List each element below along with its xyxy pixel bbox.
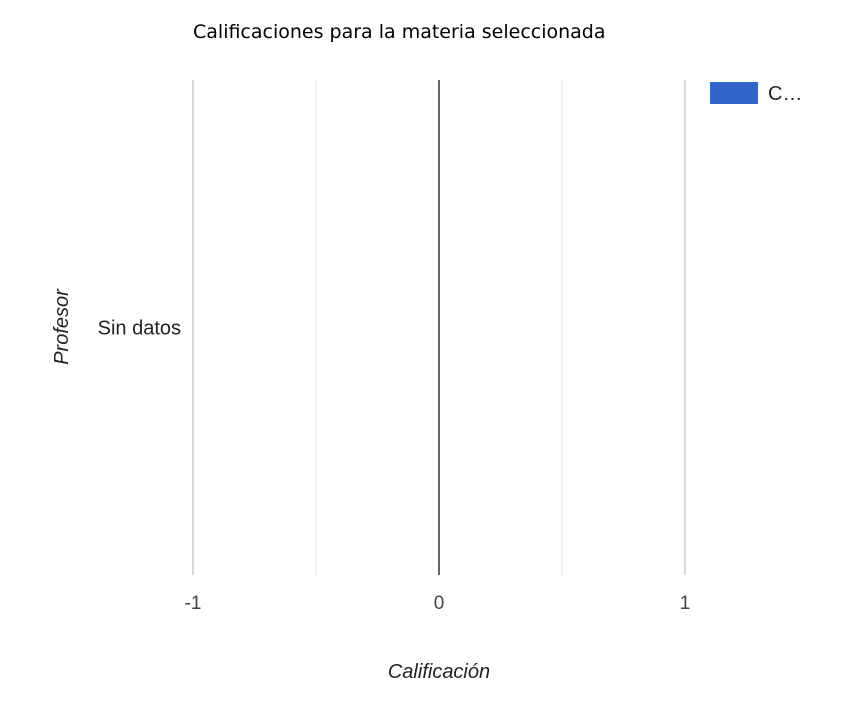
y-axis-title: Profesor	[51, 288, 73, 365]
x-tick-label: 0	[434, 593, 445, 614]
x-tick-label: 1	[680, 593, 691, 614]
category-label: Sin datos	[98, 318, 181, 340]
x-axis-title: Calificación	[388, 661, 490, 683]
legend[interactable]: C…	[710, 82, 802, 105]
grid	[192, 80, 686, 575]
y-categories: Sin datos	[98, 318, 181, 340]
x-ticks: -1 0 1	[185, 593, 691, 614]
legend-swatch	[710, 82, 758, 104]
legend-label: C…	[768, 83, 802, 105]
chart-title: Calificaciones para la materia seleccion…	[193, 21, 606, 43]
x-tick-label: -1	[185, 593, 202, 614]
